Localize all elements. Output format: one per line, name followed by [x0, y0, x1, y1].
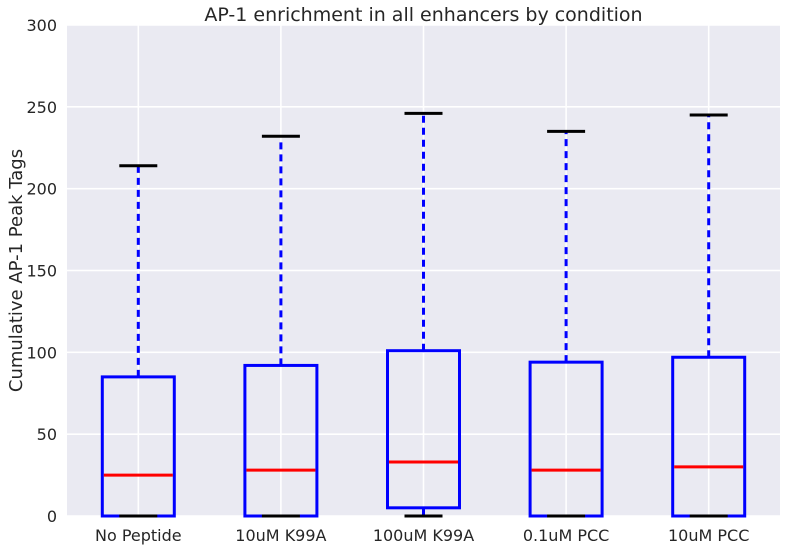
box-body	[386, 349, 461, 510]
y-tick-label: 100	[26, 343, 57, 362]
y-axis-ticks: 0 50 100 150 200 250 300	[26, 16, 57, 526]
box-series	[100, 111, 747, 518]
box-2	[386, 111, 461, 518]
x-tick-label: No Peptide	[95, 526, 182, 545]
x-axis-ticks: No Peptide 10uM K99A 100uM K99A 0.1uM PCC 10…	[95, 526, 749, 545]
box-3	[528, 129, 604, 518]
y-tick-label: 150	[26, 262, 57, 281]
box-4	[671, 113, 747, 518]
y-tick-label: 200	[26, 180, 57, 199]
y-tick-label: 250	[26, 98, 57, 117]
box-1	[243, 134, 319, 518]
x-tick-label: 0.1uM PCC	[523, 526, 609, 545]
y-tick-label: 0	[47, 507, 57, 526]
y-tick-label: 50	[37, 425, 57, 444]
x-tick-label: 10uM PCC	[668, 526, 749, 545]
y-tick-label: 300	[26, 16, 57, 35]
x-tick-label: 10uM K99A	[235, 526, 326, 545]
chart-title: AP-1 enrichment in all enhancers by cond…	[204, 4, 642, 26]
x-tick-label: 100uM K99A	[373, 526, 474, 545]
box-0	[100, 164, 176, 518]
grid-lines	[67, 24, 780, 517]
y-axis-label: Cumulative AP-1 Peak Tags	[6, 149, 27, 392]
